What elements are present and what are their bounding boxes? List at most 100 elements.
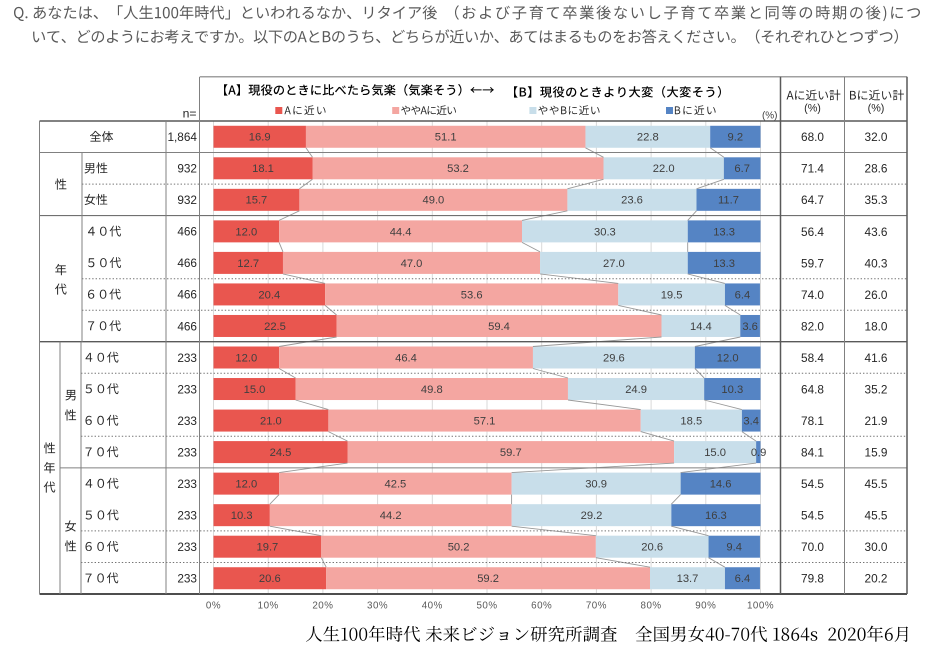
svg-text:71.4: 71.4: [801, 162, 824, 176]
svg-text:80%: 80%: [641, 600, 662, 611]
svg-text:233: 233: [177, 445, 197, 459]
svg-text:20.6: 20.6: [259, 573, 281, 585]
svg-text:1,864: 1,864: [167, 130, 197, 144]
svg-text:466: 466: [177, 288, 197, 302]
svg-text:40%: 40%: [422, 600, 443, 611]
svg-text:(%): (%): [804, 102, 821, 114]
svg-text:30.0: 30.0: [865, 540, 888, 554]
svg-text:49.8: 49.8: [421, 384, 443, 396]
svg-text:20.4: 20.4: [258, 289, 280, 301]
svg-text:19.7: 19.7: [257, 542, 279, 554]
svg-text:53.2: 53.2: [447, 163, 469, 175]
svg-text:0%: 0%: [206, 600, 221, 611]
svg-text:54.5: 54.5: [801, 477, 824, 491]
svg-text:21.0: 21.0: [260, 416, 282, 428]
svg-text:29.6: 29.6: [603, 352, 625, 364]
svg-text:233: 233: [177, 382, 197, 396]
svg-text:6.7: 6.7: [734, 163, 750, 175]
svg-text:59.2: 59.2: [477, 573, 499, 585]
svg-text:32.0: 32.0: [865, 130, 888, 144]
svg-text:3.6: 3.6: [742, 321, 758, 333]
svg-text:233: 233: [177, 414, 197, 428]
svg-text:22.5: 22.5: [264, 321, 286, 333]
svg-text:49.0: 49.0: [423, 195, 445, 207]
svg-text:42.5: 42.5: [385, 479, 407, 491]
svg-text:20%: 20%: [312, 600, 333, 611]
svg-text:43.6: 43.6: [865, 225, 888, 239]
svg-text:932: 932: [177, 193, 197, 207]
svg-text:(%): (%): [868, 102, 885, 114]
svg-text:10%: 10%: [258, 600, 279, 611]
svg-text:0.9: 0.9: [751, 447, 767, 459]
svg-text:13.3: 13.3: [713, 258, 735, 270]
svg-text:16.3: 16.3: [705, 510, 727, 522]
svg-text:466: 466: [177, 225, 197, 239]
svg-text:466: 466: [177, 319, 197, 333]
svg-text:13.7: 13.7: [677, 573, 699, 585]
svg-text:53.6: 53.6: [461, 289, 483, 301]
svg-text:78.1: 78.1: [801, 414, 824, 428]
svg-text:74.0: 74.0: [801, 288, 824, 302]
svg-text:27.0: 27.0: [603, 258, 625, 270]
svg-text:233: 233: [177, 572, 197, 586]
svg-text:14.4: 14.4: [690, 321, 712, 333]
svg-text:21.9: 21.9: [865, 414, 888, 428]
svg-text:9.4: 9.4: [726, 542, 742, 554]
svg-text:58.4: 58.4: [801, 351, 824, 365]
svg-text:233: 233: [177, 477, 197, 491]
svg-text:90%: 90%: [695, 600, 716, 611]
svg-text:79.8: 79.8: [801, 572, 824, 586]
svg-text:15.0: 15.0: [244, 384, 266, 396]
svg-text:82.0: 82.0: [801, 319, 824, 333]
svg-text:22.8: 22.8: [637, 132, 659, 144]
svg-text:70%: 70%: [586, 600, 607, 611]
svg-text:30.3: 30.3: [594, 226, 616, 238]
svg-text:64.8: 64.8: [801, 382, 824, 396]
svg-text:44.2: 44.2: [380, 510, 402, 522]
svg-text:100%: 100%: [747, 600, 774, 611]
svg-text:45.5: 45.5: [865, 509, 888, 523]
svg-text:18.5: 18.5: [680, 416, 702, 428]
svg-text:24.5: 24.5: [270, 447, 292, 459]
svg-text:233: 233: [177, 540, 197, 554]
svg-text:28.6: 28.6: [865, 162, 888, 176]
svg-text:20.2: 20.2: [865, 572, 888, 586]
svg-text:84.1: 84.1: [801, 446, 824, 460]
svg-text:233: 233: [177, 351, 197, 365]
svg-text:59.7: 59.7: [801, 256, 824, 270]
svg-text:23.6: 23.6: [621, 195, 643, 207]
svg-text:30%: 30%: [367, 600, 388, 611]
svg-text:35.2: 35.2: [865, 382, 888, 396]
svg-text:56.4: 56.4: [801, 225, 824, 239]
svg-text:24.9: 24.9: [625, 384, 647, 396]
svg-text:54.5: 54.5: [801, 509, 824, 523]
svg-text:59.7: 59.7: [500, 447, 522, 459]
svg-text:14.6: 14.6: [710, 479, 732, 491]
svg-text:12.0: 12.0: [235, 226, 257, 238]
svg-text:12.0: 12.0: [717, 352, 739, 364]
svg-text:45.5: 45.5: [865, 477, 888, 491]
svg-text:15.0: 15.0: [704, 447, 726, 459]
svg-text:57.1: 57.1: [474, 416, 496, 428]
svg-text:59.4: 59.4: [488, 321, 510, 333]
svg-text:n=: n=: [183, 107, 197, 121]
svg-text:30.9: 30.9: [585, 479, 607, 491]
svg-text:41.6: 41.6: [865, 351, 888, 365]
svg-text:29.2: 29.2: [581, 510, 603, 522]
svg-text:15.7: 15.7: [246, 195, 268, 207]
svg-text:6.4: 6.4: [735, 573, 751, 585]
svg-text:50%: 50%: [476, 600, 497, 611]
svg-text:12.0: 12.0: [235, 352, 257, 364]
svg-text:15.9: 15.9: [865, 446, 888, 460]
svg-text:19.5: 19.5: [661, 289, 683, 301]
svg-text:40.3: 40.3: [865, 256, 888, 270]
svg-text:22.0: 22.0: [653, 163, 675, 175]
svg-text:18.1: 18.1: [252, 163, 274, 175]
svg-text:466: 466: [177, 256, 197, 270]
svg-text:13.3: 13.3: [713, 226, 735, 238]
svg-text:20.6: 20.6: [641, 542, 663, 554]
svg-text:70.0: 70.0: [801, 540, 824, 554]
svg-text:3.4: 3.4: [743, 416, 759, 428]
svg-text:51.1: 51.1: [435, 132, 457, 144]
svg-text:10.3: 10.3: [721, 384, 743, 396]
